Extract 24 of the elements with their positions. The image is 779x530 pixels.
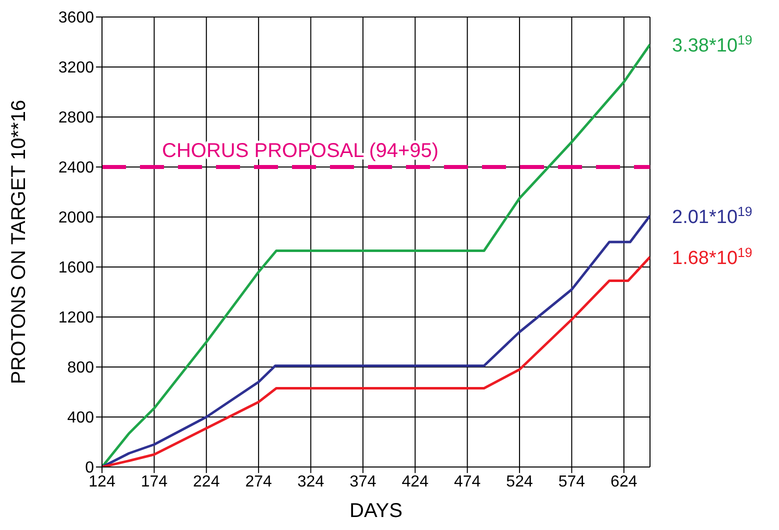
y-tick-label: 3200: [58, 60, 94, 77]
x-tick-label: 174: [140, 473, 168, 490]
x-tick-label: 224: [193, 473, 220, 490]
y-tick-label: 3600: [58, 10, 94, 27]
y-tick-label: 2000: [58, 210, 94, 227]
x-tick-label: 474: [454, 473, 481, 490]
text: 3.38*10$^{19}$: [672, 32, 752, 56]
text: 2.01*10$^{19}$: [672, 203, 752, 228]
x-tick-label: 274: [245, 473, 272, 490]
y-tick-label: 1200: [58, 310, 94, 327]
y-tick-label: 800: [67, 360, 94, 377]
x-tick-label: 624: [610, 473, 638, 490]
x-tick-label: 424: [402, 473, 429, 490]
text: 1.68*10$^{19}$: [672, 244, 752, 269]
y-tick-label: 2400: [58, 160, 94, 177]
y-tick-label: 2800: [58, 110, 94, 127]
x-tick-label: 374: [350, 473, 376, 490]
x-tick-label: 524: [506, 473, 533, 490]
x-axis-title: DAYS: [350, 500, 402, 522]
y-tick-label: 1600: [58, 260, 94, 277]
x-tick-label: 324: [297, 473, 324, 490]
y-tick-label: 400: [67, 410, 94, 427]
x-tick-label: 574: [558, 473, 586, 490]
y-axis-title: PROTONS ON TARGET 10**16: [8, 100, 30, 384]
